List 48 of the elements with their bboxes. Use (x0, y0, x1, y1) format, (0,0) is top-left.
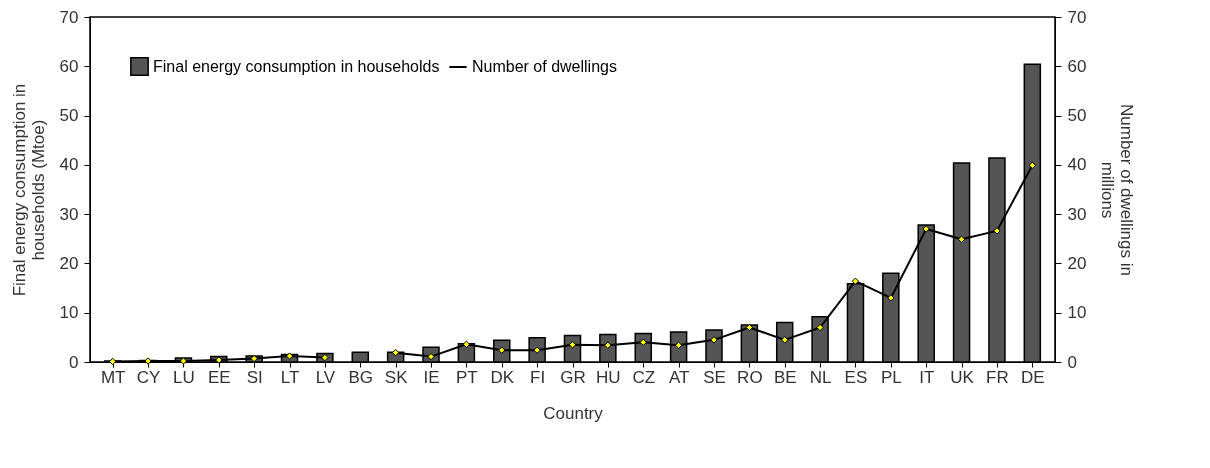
y-tick-label: 40 (59, 155, 79, 175)
x-tick-label: BG (348, 367, 374, 387)
y-tick-label: 60 (59, 56, 79, 76)
y2-tick-label: 60 (1067, 56, 1087, 76)
x-tick-label: IT (919, 367, 935, 387)
x-tick-label: AT (668, 367, 690, 387)
x-tick-label: BE (773, 367, 797, 387)
x-tick-label: LT (280, 367, 300, 387)
x-tick-label: EE (207, 367, 231, 387)
y2-tick-label: 10 (1067, 303, 1087, 323)
x-tick-label: HU (596, 367, 621, 387)
x-tick-label: PL (880, 367, 902, 387)
x-tick-label: SE (703, 367, 726, 387)
x-tick-label: SK (384, 367, 409, 387)
x-tick-label: NL (809, 367, 832, 387)
y-tick-label: 30 (59, 204, 79, 224)
y2-tick-label: 50 (1067, 106, 1087, 126)
x-axis-title: Country (543, 403, 604, 423)
y-tick-label: 10 (59, 303, 79, 323)
y-tick-label: 0 (69, 352, 79, 372)
legend-label: Number of dwellings (472, 58, 617, 75)
x-tick-label: PT (456, 367, 478, 387)
y2-tick-label: 20 (1067, 253, 1087, 273)
x-tick-label: ES (844, 367, 868, 387)
x-tick-label: SI (246, 367, 263, 387)
x-tick-label: CZ (632, 367, 656, 387)
x-tick-label: UK (950, 367, 975, 387)
y2-tick-label: 40 (1067, 155, 1087, 175)
x-tick-label: MT (100, 367, 126, 387)
x-tick-label: FI (530, 367, 546, 387)
x-tick-label: DE (1021, 367, 1045, 387)
y-tick-label: 20 (59, 253, 79, 273)
x-tick-label: FR (986, 367, 1009, 387)
y2-tick-label: 30 (1067, 204, 1087, 224)
y2-tick-label: 0 (1067, 352, 1077, 372)
x-tick-label: LV (315, 367, 336, 387)
x-tick-label: DK (490, 367, 515, 387)
x-tick-label: CY (136, 367, 161, 387)
x-tick-label: IE (423, 367, 440, 387)
y2-tick-label: 70 (1067, 7, 1087, 27)
y-axis-title: Final energy consumption in households (Mtoe) (9, 83, 48, 297)
y-tick-label: 50 (59, 106, 79, 126)
x-tick-label: LU (173, 367, 195, 387)
legend-label: Final energy consumption in households (153, 57, 440, 75)
x-tick-label: RO (737, 367, 763, 387)
y-tick-label: 70 (59, 7, 79, 27)
y2-axis-title: Number of dwellings in millions (1098, 104, 1137, 276)
x-tick-label: GR (560, 367, 586, 387)
